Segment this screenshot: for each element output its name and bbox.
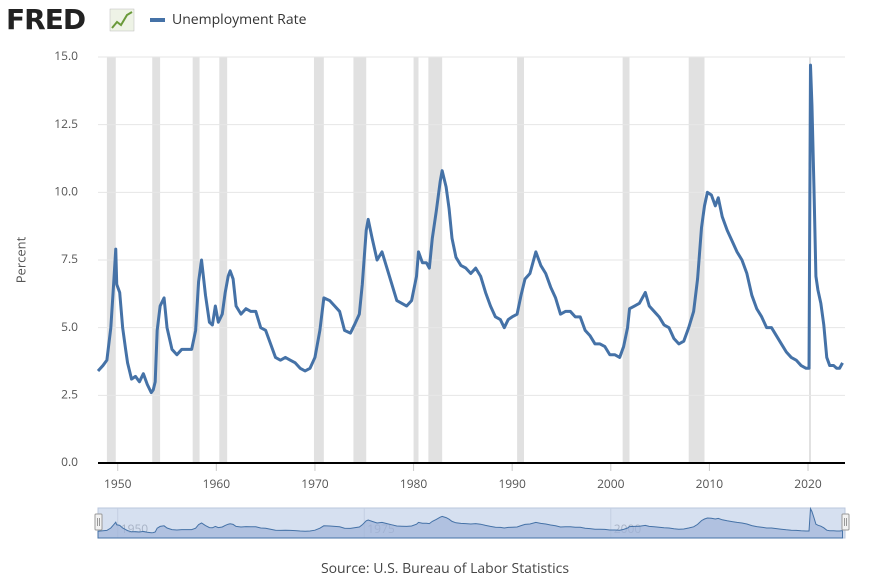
- navigator-area: [97, 506, 844, 539]
- y-tick-label: 0.0: [61, 453, 78, 470]
- x-tick-label: 2000: [597, 475, 625, 492]
- logo-icon: [109, 8, 135, 32]
- x-tick-label: 1960: [203, 475, 231, 492]
- x-tick-label: 1980: [400, 475, 428, 492]
- x-tick-label: 1950: [104, 475, 132, 492]
- logo[interactable]: FRED: [6, 3, 86, 36]
- x-tick-label: 2010: [696, 475, 724, 492]
- y-tick-label: 10.0: [54, 183, 78, 200]
- y-tick-label: 7.5: [61, 250, 78, 267]
- y-axis-label: Percent: [11, 236, 29, 283]
- x-tick-label: 2020: [794, 475, 822, 492]
- x-tick-label: 1990: [498, 475, 526, 492]
- x-tick-label: 1970: [301, 475, 329, 492]
- line: [96, 63, 844, 395]
- legend-label: Unemployment Rate: [172, 10, 307, 29]
- y-tick-label: 5.0: [61, 318, 78, 335]
- source: Source: U.S. Bureau of Labor Statistics: [321, 559, 569, 578]
- y-tick-label: 15.0: [54, 47, 78, 64]
- navigator-handle[interactable]: [94, 513, 103, 531]
- navigator-handle[interactable]: [841, 513, 850, 531]
- y-tick-label: 12.5: [54, 115, 78, 132]
- y-tick-label: 2.5: [61, 386, 78, 403]
